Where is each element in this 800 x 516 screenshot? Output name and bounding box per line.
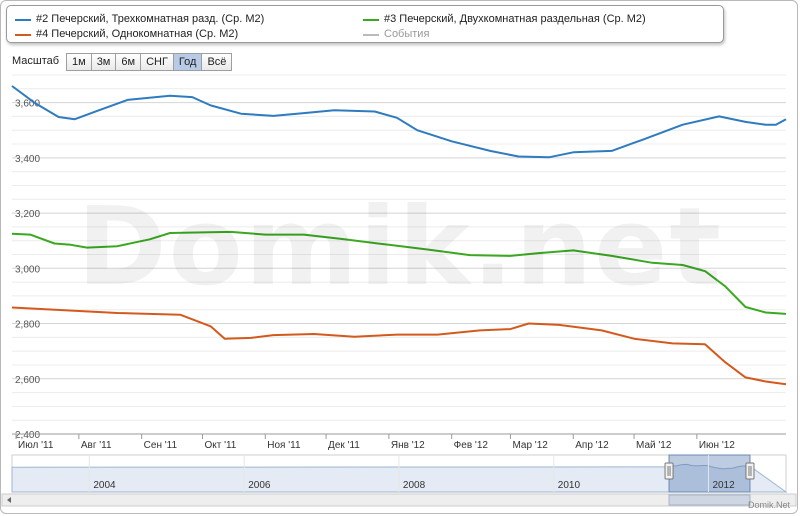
navigator-handle-left[interactable] — [664, 462, 674, 480]
navigator-scrollbar-thumb[interactable] — [668, 494, 751, 506]
navigator-scrollbar[interactable] — [1, 493, 797, 507]
navigator-handle-right[interactable] — [745, 462, 755, 480]
legend-label: #4 Печерский, Однокомнатная (Ср. М2) — [36, 28, 239, 40]
legend-item-series-4[interactable]: #4 Печерский, Однокомнатная (Ср. М2) — [15, 28, 238, 41]
x-tick-label: Окт '11 — [204, 440, 236, 451]
zoom-3m-button[interactable]: 3м — [91, 53, 117, 71]
legend-item-series-3[interactable]: #3 Печерский, Двухкомнатная раздельная (… — [363, 13, 646, 26]
x-tick-label: Янв '12 — [391, 440, 425, 451]
x-tick-label: Сен '11 — [144, 440, 178, 451]
y-tick-label: 3,200 — [15, 209, 40, 220]
x-tick-label: Дек '11 — [328, 440, 360, 451]
legend-item-series-2[interactable]: #2 Печерский, Трехкомнатная разд. (Ср. М… — [15, 13, 264, 26]
zoom-1y-button[interactable]: Год — [173, 53, 203, 71]
x-tick-label: Май '12 — [636, 440, 672, 451]
legend-swatch — [363, 18, 379, 21]
zoom-1m-button[interactable]: 1м — [66, 53, 92, 71]
x-tick-label: Мар '12 — [512, 440, 548, 451]
navigator-tick-label: 2012 — [712, 480, 735, 491]
y-tick-label: 2,600 — [15, 375, 40, 386]
x-tick-label: Июл '11 — [18, 440, 54, 451]
x-tick-label: Ноя '11 — [267, 440, 301, 451]
x-tick-label: Авг '11 — [81, 440, 112, 451]
legend-label: События — [384, 28, 430, 40]
credit-link[interactable]: Domik.Net — [747, 500, 790, 510]
navigator-tick-label: 2006 — [248, 480, 271, 491]
legend-label: #3 Печерский, Двухкомнатная раздельная (… — [384, 13, 646, 25]
navigator-selection[interactable] — [668, 454, 751, 493]
legend-item-events[interactable]: События — [363, 28, 429, 41]
zoom-label: Масштаб — [12, 55, 60, 67]
y-tick-label: 3,000 — [15, 264, 40, 275]
scroll-left-arrow-icon[interactable] — [7, 497, 11, 503]
zoom-6m-button[interactable]: 6м — [116, 53, 142, 71]
y-tick-label: 2,400 — [15, 430, 40, 441]
zoom-buttons: 1м 3м 6м СНГ Год Всё — [66, 53, 233, 71]
legend-swatch — [363, 33, 379, 36]
chart-legend: #2 Печерский, Трехкомнатная разд. (Ср. М… — [6, 5, 724, 43]
navigator-tick-label: 2008 — [403, 480, 426, 491]
zoom-all-button[interactable]: Всё — [202, 53, 233, 71]
series-line-3[interactable] — [11, 306, 787, 386]
series-line-1[interactable] — [11, 85, 787, 159]
y-tick-label: 2,800 — [15, 320, 40, 331]
x-tick-label: Фев '12 — [454, 440, 489, 451]
x-tick-label: Июн '12 — [699, 440, 735, 451]
navigator-tick-label: 2004 — [93, 480, 116, 491]
y-tick-label: 3,400 — [15, 154, 40, 165]
y-tick-label: 3,600 — [15, 99, 40, 110]
zoom-ytd-button[interactable]: СНГ — [141, 53, 174, 71]
legend-swatch — [15, 33, 31, 36]
legend-swatch — [15, 18, 31, 21]
navigator-tick-label: 2010 — [558, 480, 581, 491]
series-line-2[interactable] — [11, 230, 787, 315]
legend-label: #2 Печерский, Трехкомнатная разд. (Ср. М… — [36, 13, 265, 25]
x-tick-label: Апр '12 — [575, 440, 609, 451]
